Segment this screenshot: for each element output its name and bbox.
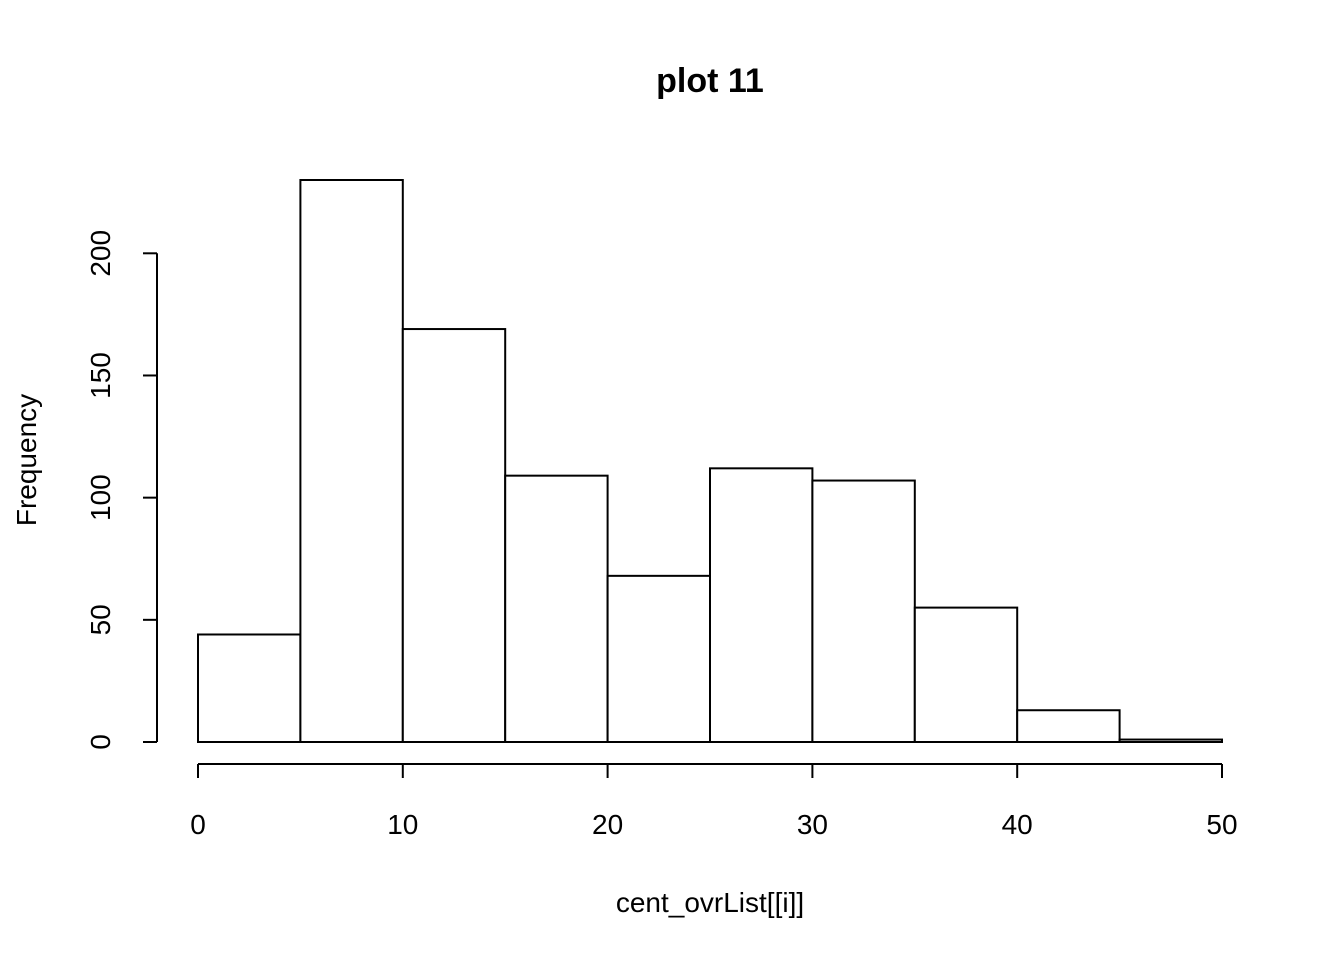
x-tick-label: 20 bbox=[592, 809, 623, 840]
bar bbox=[811, 479, 916, 743]
bar bbox=[709, 467, 814, 743]
x-tick-label: 50 bbox=[1206, 809, 1237, 840]
bar bbox=[401, 328, 507, 743]
x-tick-label: 40 bbox=[1002, 809, 1033, 840]
bar bbox=[913, 606, 1019, 744]
x-tick-label: 0 bbox=[190, 809, 206, 840]
y-tick-label: 100 bbox=[85, 474, 116, 521]
bar bbox=[1118, 738, 1223, 743]
bar bbox=[504, 474, 609, 743]
x-axis-label: cent_ovrList[[i]] bbox=[616, 887, 804, 918]
y-tick-label: 50 bbox=[85, 604, 116, 635]
y-axis-label: Frequency bbox=[11, 394, 42, 526]
x-tick-label: 30 bbox=[797, 809, 828, 840]
y-tick-label: 150 bbox=[85, 352, 116, 399]
bar bbox=[299, 179, 404, 743]
chart-title: plot 11 bbox=[656, 62, 764, 100]
bar bbox=[197, 633, 302, 743]
bar bbox=[1016, 709, 1121, 744]
y-tick-label: 200 bbox=[85, 230, 116, 277]
bar bbox=[606, 574, 711, 744]
x-tick-label: 10 bbox=[387, 809, 418, 840]
y-tick-label: 0 bbox=[85, 734, 116, 750]
